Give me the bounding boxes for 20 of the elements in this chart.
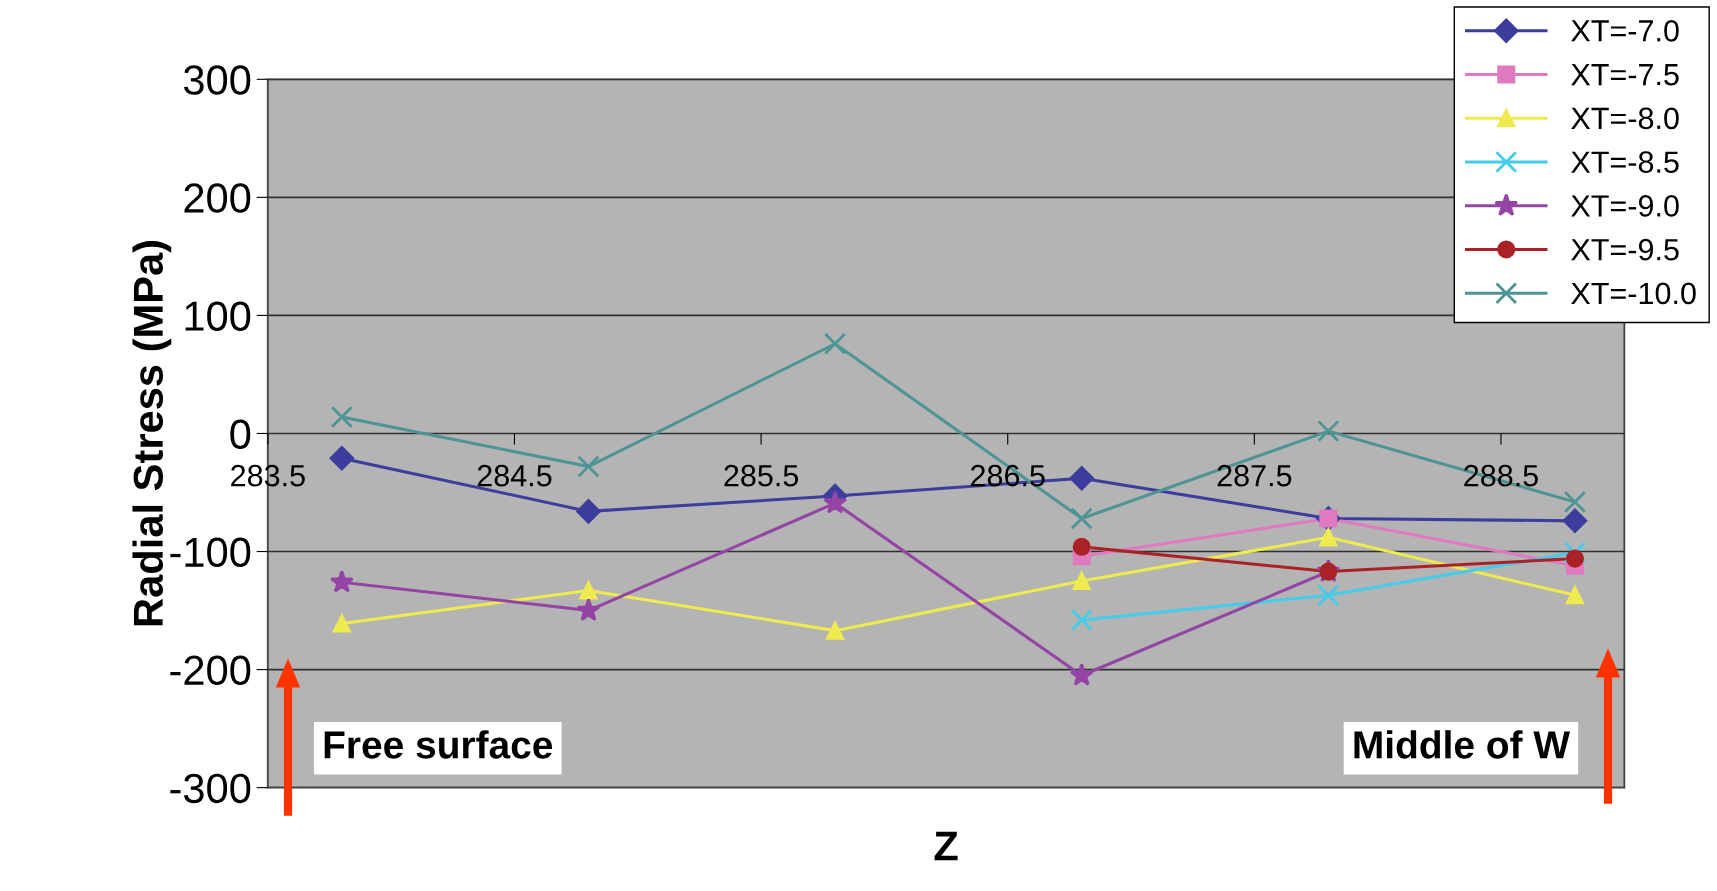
legend-label: XT=-8.0 bbox=[1571, 107, 1679, 130]
y-tick-label: -300 bbox=[170, 773, 251, 804]
legend-label: XT=-10.0 bbox=[1571, 282, 1696, 305]
legend-label: XT=-9.0 bbox=[1571, 195, 1679, 217]
y-tick-label: 300 bbox=[183, 65, 251, 95]
legend-label: XT=-7.0 bbox=[1571, 20, 1679, 42]
x-tick-label: 285.5 bbox=[724, 464, 799, 487]
y-tick-label: -100 bbox=[170, 537, 251, 568]
y-tick-label: 0 bbox=[230, 419, 251, 449]
y-tick-label: -200 bbox=[170, 655, 251, 686]
annotation: Middle of W bbox=[1354, 730, 1570, 759]
x-tick-label: 284.5 bbox=[477, 464, 552, 487]
legend-label: XT=-7.5 bbox=[1571, 64, 1679, 86]
x-axis-title: Z bbox=[934, 831, 958, 861]
annotation: Free surface bbox=[324, 730, 553, 759]
x-tick-label: 287.5 bbox=[1217, 464, 1292, 487]
y-tick-label: 100 bbox=[185, 301, 251, 331]
legend-label: XT=-8.5 bbox=[1571, 151, 1679, 173]
legend-label: XT=-9.5 bbox=[1571, 238, 1679, 261]
y-tick-label: 200 bbox=[184, 183, 251, 213]
